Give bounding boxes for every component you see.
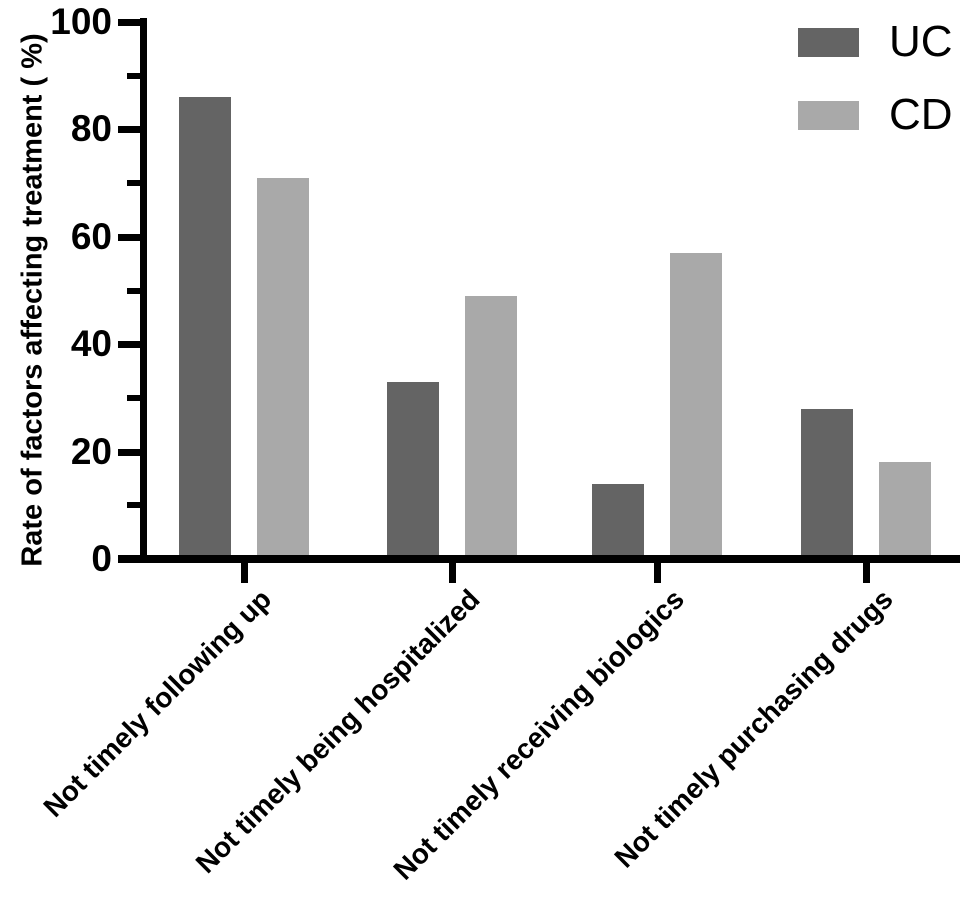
x-tick <box>449 559 456 583</box>
x-category-label: Not timely following up <box>37 583 278 823</box>
y-minor-tick <box>127 180 140 187</box>
x-tick <box>654 559 661 583</box>
y-tick-label: 20 <box>70 430 112 472</box>
bar-uc-3 <box>592 483 644 559</box>
x-axis-line <box>118 555 960 563</box>
y-major-tick <box>118 341 140 349</box>
y-tick-label: 0 <box>91 538 112 579</box>
y-minor-tick <box>127 287 140 294</box>
y-tick-label: 80 <box>70 108 112 150</box>
bar-cd-4 <box>879 462 931 559</box>
y-tick-label: 60 <box>70 215 112 257</box>
y-axis-line <box>140 18 147 563</box>
bar-uc-1 <box>179 97 231 559</box>
legend-swatch-uc <box>798 27 859 57</box>
bar-uc-2 <box>387 381 439 559</box>
x-tick <box>863 559 870 583</box>
bar-cd-1 <box>257 177 309 559</box>
x-tick <box>241 559 248 583</box>
y-major-tick <box>118 448 140 456</box>
y-minor-tick <box>127 72 140 79</box>
y-major-tick <box>118 19 140 26</box>
bar-uc-4 <box>801 408 853 559</box>
legend-item-cd: CD <box>798 93 953 137</box>
y-major-tick <box>118 233 140 241</box>
y-major-tick <box>118 126 140 134</box>
legend-label-cd: CD <box>889 90 953 139</box>
y-tick-label: 40 <box>70 323 112 365</box>
y-tick-label: 100 <box>50 1 112 42</box>
legend-item-uc: UC <box>798 20 953 64</box>
legend-label-uc: UC <box>889 17 953 66</box>
y-minor-tick <box>127 394 140 401</box>
bar-cd-3 <box>670 252 722 559</box>
legend-swatch-cd <box>798 100 859 130</box>
y-minor-tick <box>127 502 140 509</box>
bar-cd-2 <box>465 295 517 559</box>
